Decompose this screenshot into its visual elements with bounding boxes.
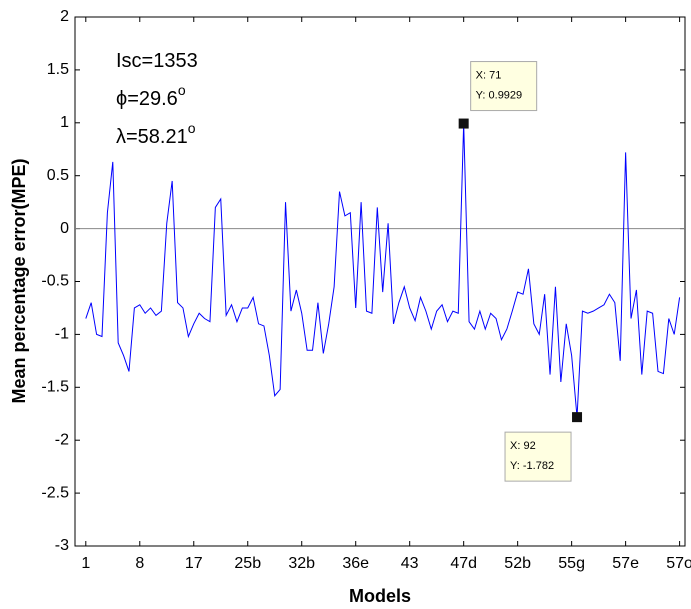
x-tick-label: 25b (234, 555, 261, 572)
annotation-sup: o (178, 82, 186, 98)
x-tick-label: 17 (185, 555, 203, 572)
datatip-x: X: 92 (510, 440, 536, 452)
datatip-y: Y: -1.782 (510, 460, 554, 472)
x-tick-label: 47d (450, 555, 477, 572)
x-tick-label: 57o (666, 555, 691, 572)
annotation-text: ϕ=29.6 (116, 88, 178, 110)
x-tick-label: 8 (135, 555, 144, 572)
datatip-y: Y: 0.9929 (476, 89, 523, 101)
datatip-marker (572, 412, 583, 423)
y-tick-label: 0.5 (47, 167, 69, 184)
annotation: Isc=1353 (116, 50, 198, 72)
y-axis-title: Mean percentage error(MPE) (9, 158, 29, 403)
y-tick-label: 0 (60, 220, 69, 237)
y-tick-label: 1 (60, 114, 69, 131)
y-tick-label: -0.5 (41, 273, 69, 290)
x-tick-label: 32b (288, 555, 315, 572)
x-tick-label: 52b (504, 555, 531, 572)
annotation-text: Isc=1353 (116, 50, 198, 72)
annotation-text: λ=58.21 (116, 126, 188, 148)
annotation-sup: o (188, 120, 196, 136)
x-tick-label: 36e (342, 555, 369, 572)
y-tick-label: -1.5 (41, 379, 69, 396)
y-tick-label: 2 (60, 8, 69, 25)
x-tick-label: 57e (612, 555, 639, 572)
y-tick-label: -3 (55, 537, 69, 554)
datatip-box (470, 61, 538, 112)
datatip-box (504, 431, 572, 482)
data-line (85, 123, 681, 418)
datatip-marker (458, 118, 469, 129)
y-tick-label: -1 (55, 326, 69, 343)
x-tick-label: 55g (558, 555, 585, 572)
datatip-x: X: 71 (476, 69, 502, 81)
annotation: ϕ=29.6o (116, 82, 186, 111)
x-tick-label: 43 (401, 555, 419, 572)
y-tick-label: -2.5 (41, 484, 69, 501)
x-tick-label: 1 (81, 555, 90, 572)
y-tick-label: 1.5 (47, 61, 69, 78)
y-tick-label: -2 (55, 431, 69, 448)
annotation: λ=58.21o (116, 120, 196, 149)
x-axis-title: Models (349, 586, 411, 606)
